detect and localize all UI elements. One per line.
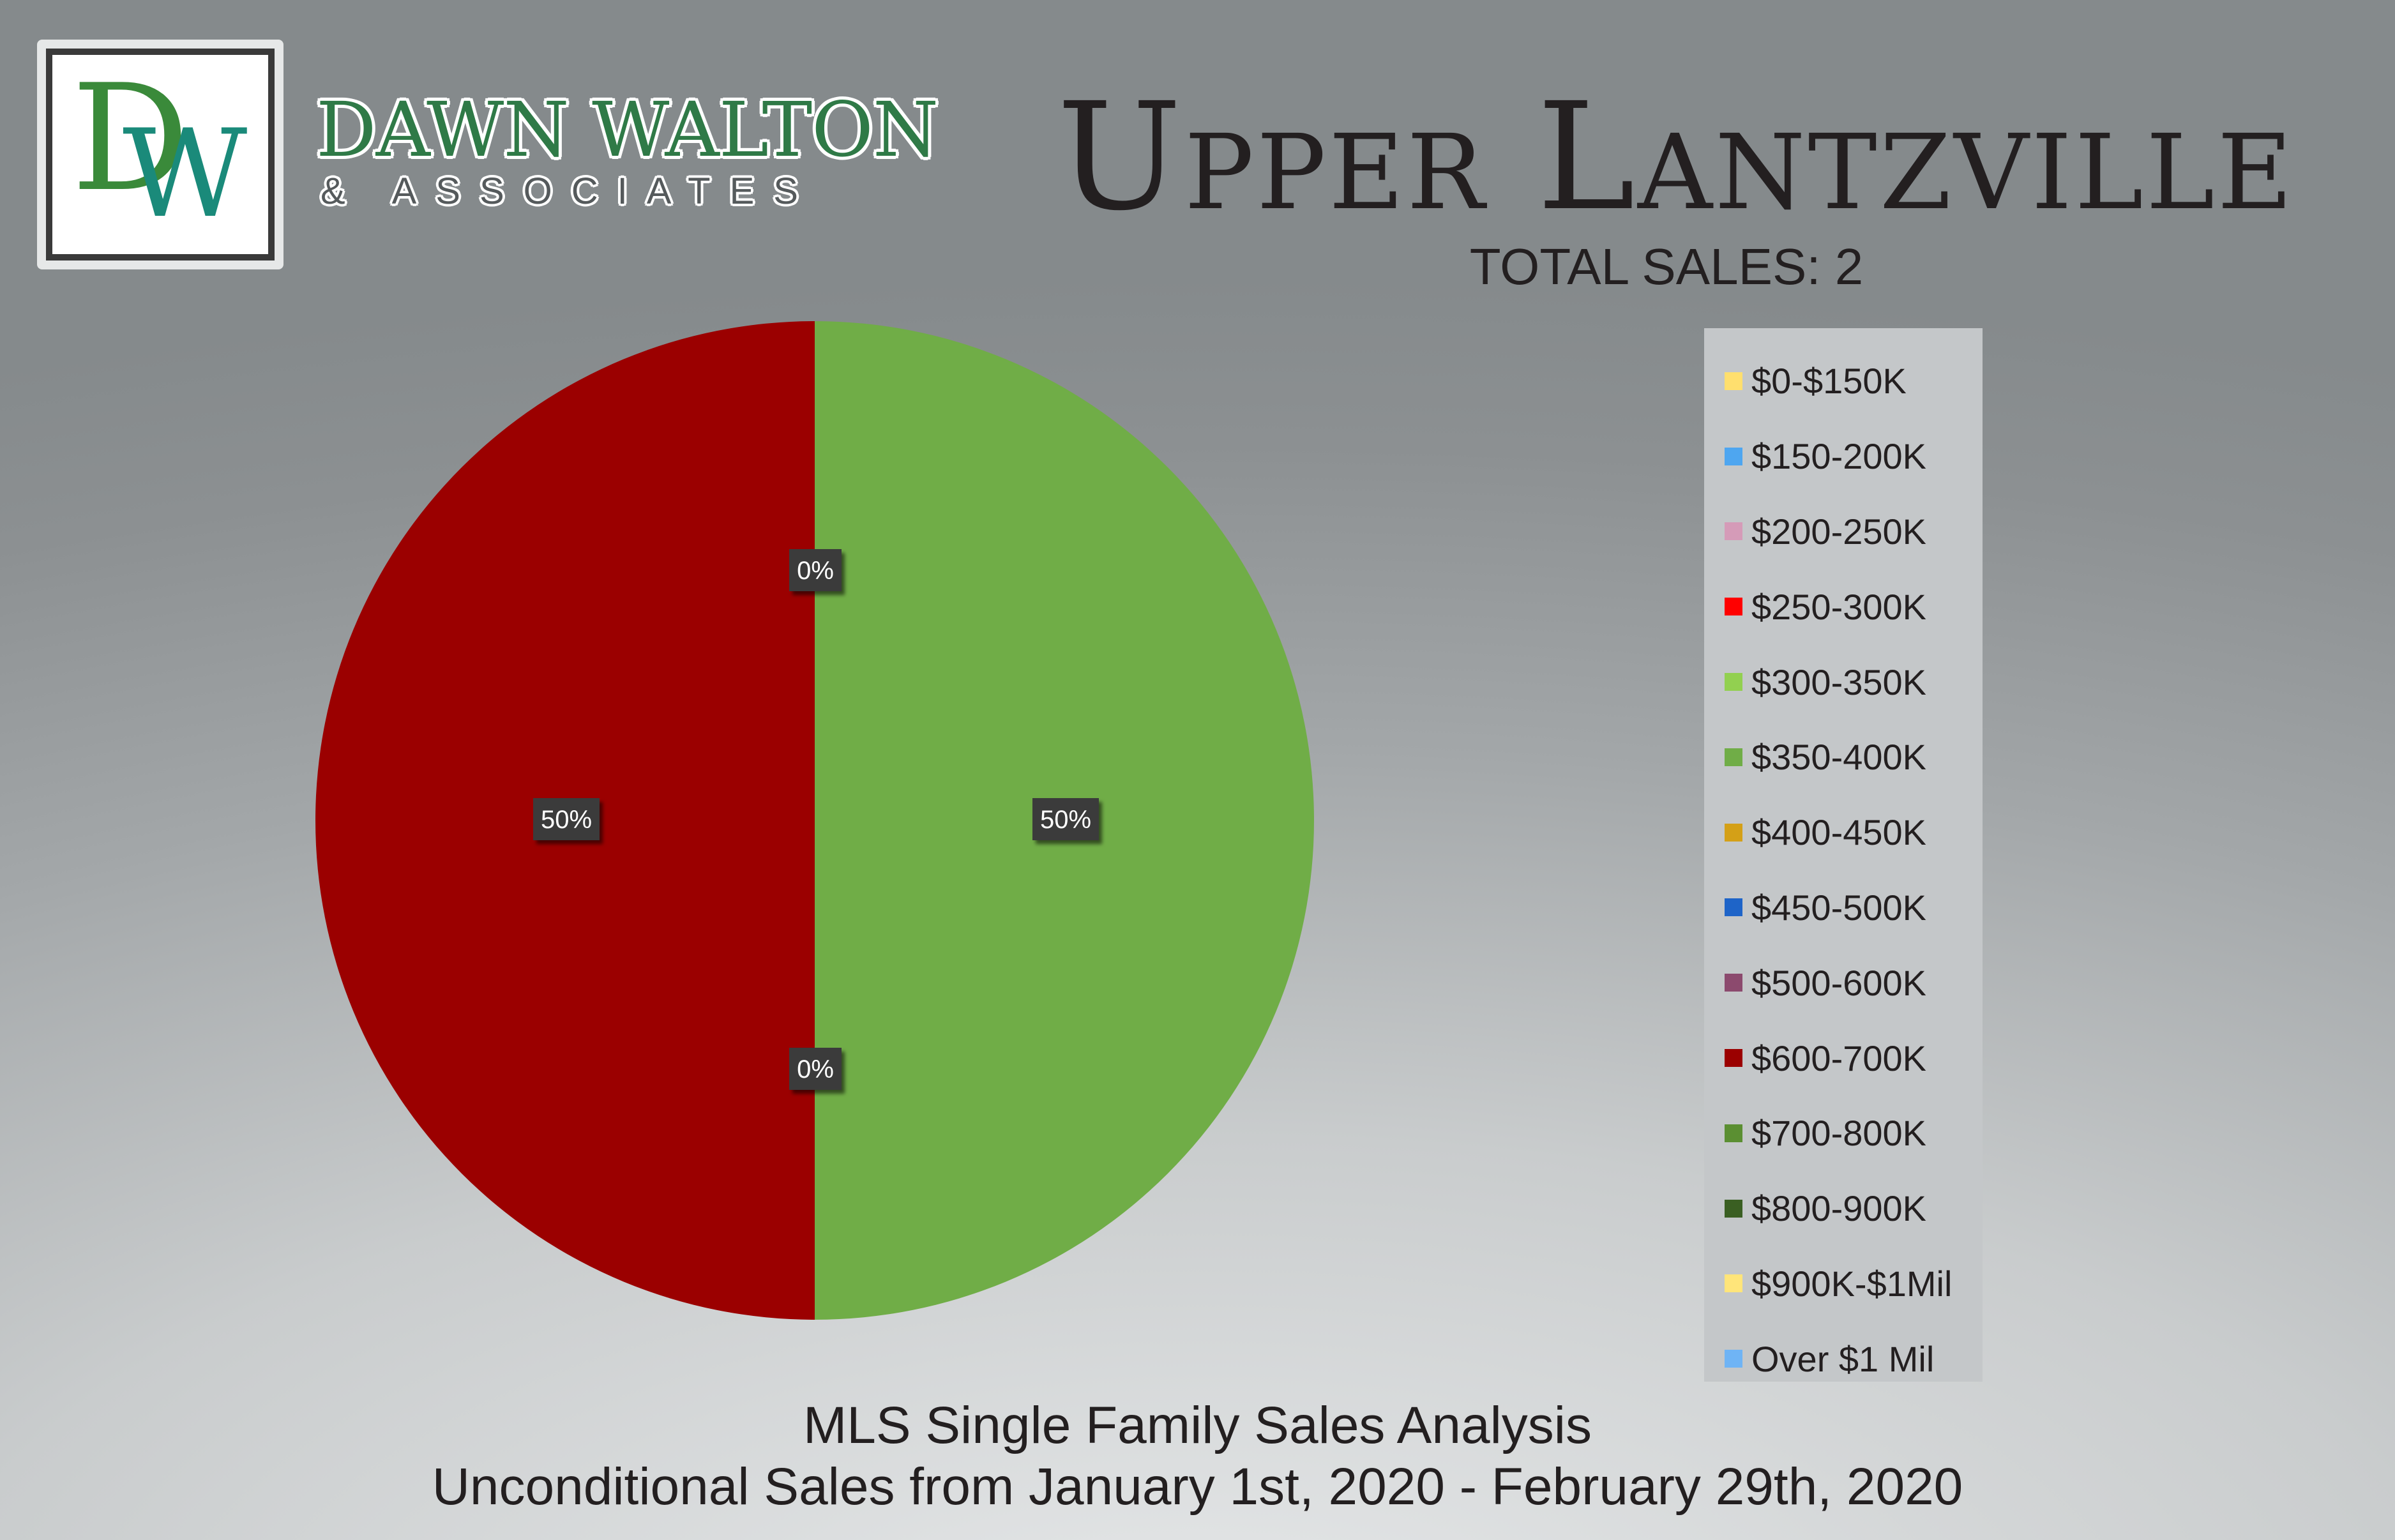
legend-label: $600-700K [1751, 1038, 1927, 1078]
chart-date-range: Unconditional Sales from January 1st, 20… [432, 1458, 1963, 1516]
legend-swatch [1725, 1049, 1742, 1068]
legend-item: $300-350K [1704, 644, 1983, 720]
legend-swatch [1725, 974, 1742, 992]
legend-swatch [1725, 823, 1742, 842]
page-title: Upper Lantzville [1057, 71, 2295, 243]
legend-label: $700-800K [1751, 1113, 1927, 1154]
legend-label: $450-500K [1751, 887, 1927, 928]
chart-subtitle: MLS Single Family Sales Analysis [803, 1396, 1592, 1454]
pie-data-label: 50% [533, 798, 600, 840]
legend-swatch [1725, 748, 1742, 766]
legend-item: $700-800K [1704, 1096, 1983, 1171]
legend-swatch [1725, 1199, 1742, 1218]
legend-swatch [1725, 372, 1742, 390]
total-sales: TOTAL SALES: 2 [1469, 238, 1864, 295]
legend-swatch [1725, 898, 1742, 917]
legend-item: Over $1 Mil [1704, 1321, 1983, 1396]
legend-swatch [1725, 1350, 1742, 1368]
pie-data-label: 0% [789, 1048, 842, 1090]
pie-data-label: 50% [1032, 798, 1099, 840]
chart-legend: $0-$150K $150-200K $200-250K $250-300K $300-… [1704, 328, 1983, 1382]
brand-name: DAWN WALTON [316, 86, 939, 174]
legend-item: $400-450K [1704, 795, 1983, 870]
legend-label: $800-900K [1751, 1188, 1927, 1229]
legend-item: $800-900K [1704, 1171, 1983, 1246]
legend-swatch [1725, 673, 1742, 691]
legend-swatch [1725, 1124, 1742, 1142]
legend-item: $450-500K [1704, 870, 1983, 946]
logo-letter-d: D [72, 54, 190, 224]
legend-item: $600-700K [1704, 1020, 1983, 1096]
legend-swatch [1725, 522, 1742, 541]
legend-swatch [1725, 447, 1742, 465]
legend-label: $350-400K [1751, 737, 1927, 778]
legend-swatch [1725, 598, 1742, 616]
legend-item: $500-600K [1704, 945, 1983, 1020]
legend-item: $150-200K [1704, 419, 1983, 494]
pie-data-label-text: 50% [541, 806, 592, 834]
logo: D W [37, 40, 283, 269]
legend-label: $900K-$1Mil [1751, 1263, 1953, 1304]
pie-data-label-text: 0% [797, 1055, 834, 1083]
legend-label: $400-450K [1751, 812, 1927, 853]
legend-label: $300-350K [1751, 661, 1927, 702]
legend-label: $250-300K [1751, 586, 1927, 627]
legend-swatch [1725, 1274, 1742, 1293]
pie-data-label-text: 0% [797, 557, 834, 585]
legend-item: $200-250K [1704, 494, 1983, 570]
legend-label: $500-600K [1751, 962, 1927, 1003]
legend-label: Over $1 Mil [1751, 1338, 1935, 1379]
legend-label: $150-200K [1751, 436, 1927, 477]
legend-item: $350-400K [1704, 720, 1983, 795]
legend-label: $200-250K [1751, 511, 1927, 552]
legend-item: $0-$150K [1704, 343, 1983, 419]
brand-subline: & ASSOCIATES [321, 170, 817, 212]
logo-frame: D W [46, 49, 275, 260]
legend-label: $0-$150K [1751, 361, 1907, 402]
logo-letter-w: W [123, 103, 248, 245]
legend-item: $900K-$1Mil [1704, 1246, 1983, 1322]
pie-data-label-text: 50% [1040, 806, 1091, 834]
legend-item: $250-300K [1704, 569, 1983, 644]
pie-data-label: 0% [789, 549, 842, 591]
